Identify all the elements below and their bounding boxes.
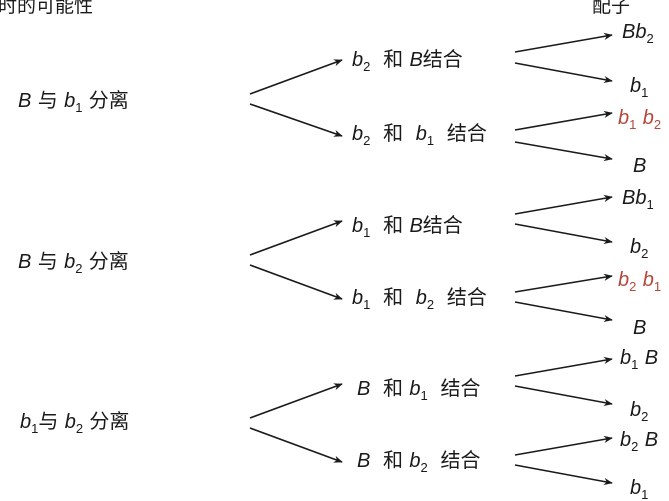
gamete-labels: Bb2​ b1​ b1​ b2​ B Bb1​ b2​ b2​ b1​ Bb1​ B b2​ b2… — [618, 21, 661, 501]
branch-arrow-18 — [514, 464, 613, 486]
branch-arrow-5 — [249, 383, 343, 419]
gamete-label-3: b1​ b2​ — [618, 105, 661, 132]
combination-label-3: b1​ 和 B结合 — [352, 213, 463, 240]
gamete-label-2: b1​ — [630, 75, 648, 100]
branch-arrow-4 — [249, 264, 343, 300]
branch-arrow-12 — [514, 223, 613, 245]
separation-labels: B 与 b1​ 分离 B 与 b2​ 分离 b1​与 b2​ 分离 — [18, 88, 129, 436]
branch-arrow-3 — [249, 220, 343, 256]
gamete-label-1: Bb2​ — [622, 21, 654, 46]
branch-arrow-6 — [249, 427, 343, 463]
branch-arrow-15 — [514, 356, 613, 377]
gamete-label-12: b1​ — [630, 477, 648, 501]
separation-label-3: b1​与 b2​ 分离 — [20, 409, 129, 436]
gamete-label-10: b2​ — [630, 399, 648, 424]
gamete-label-6: b2​ — [630, 236, 648, 261]
gamete-label-7: b2​ b1​ — [618, 267, 661, 294]
gamete-label-8: B — [633, 317, 646, 339]
branch-arrow-13 — [514, 273, 613, 293]
branch-arrow-11 — [514, 194, 613, 215]
gamete-label-4: B — [633, 155, 646, 177]
separation-label-1: B 与 b1​ 分离 — [18, 88, 129, 115]
branch-arrows — [249, 32, 613, 486]
combination-label-1: b2​ 和 B结合 — [352, 47, 463, 74]
branch-arrow-17 — [514, 435, 613, 456]
combination-label-4: b1​ 和 b2​ 结合 — [352, 285, 487, 312]
branch-arrow-2 — [249, 103, 343, 137]
branch-arrow-16 — [514, 385, 613, 407]
gamete-label-9: b1​ B — [620, 345, 658, 372]
branch-arrow-14 — [514, 301, 613, 323]
gamete-label-5: Bb1​ — [622, 187, 654, 212]
branch-arrow-7 — [514, 32, 613, 53]
separation-label-2: B 与 b2​ 分离 — [18, 249, 129, 276]
combination-label-2: b2​ 和 b1​ 结合 — [352, 121, 487, 148]
combination-label-5: B 和 b1​ 结合 — [357, 376, 481, 403]
branch-arrow-10 — [514, 141, 613, 162]
combination-label-6: B 和 b2​ 结合 — [357, 448, 481, 475]
branch-arrow-8 — [514, 62, 613, 84]
header-gamete-label: 配子 — [592, 0, 630, 17]
combination-labels: b2​ 和 B结合 b2​ 和 b1​ 结合 b1​ 和 B结合 b1​ 和 b2​ … — [352, 47, 487, 475]
branch-arrow-9 — [514, 110, 613, 131]
gamete-label-11: b2​ B — [620, 427, 658, 454]
header-left-label: 时的可能性 — [0, 0, 93, 17]
branch-arrow-1 — [249, 59, 343, 95]
